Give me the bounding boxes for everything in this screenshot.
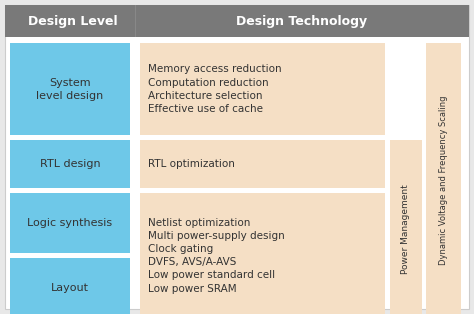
Text: System
level design: System level design: [36, 78, 104, 101]
Bar: [10, 258, 130, 314]
Text: RTL design: RTL design: [40, 159, 100, 169]
Bar: [390, 140, 422, 314]
Bar: [135, 5, 137, 37]
Bar: [140, 43, 385, 135]
Text: Power Management: Power Management: [401, 184, 410, 274]
Bar: [426, 43, 461, 314]
Text: Logic synthesis: Logic synthesis: [27, 218, 112, 228]
Text: Memory access reduction
Computation reduction
Architecture selection
Effective u: Memory access reduction Computation redu…: [148, 64, 282, 114]
Text: Netlist optimization
Multi power-supply design
Clock gating
DVFS, AVS/A-AVS
Low : Netlist optimization Multi power-supply …: [148, 218, 285, 294]
Text: Dynamic Voltage and Frequency Scaling: Dynamic Voltage and Frequency Scaling: [439, 96, 448, 265]
Bar: [10, 193, 130, 253]
Bar: [10, 140, 130, 188]
Bar: [140, 193, 385, 314]
Text: Design Technology: Design Technology: [237, 14, 367, 28]
Bar: [5, 5, 469, 37]
Text: Layout: Layout: [51, 283, 89, 293]
Text: RTL optimization: RTL optimization: [148, 159, 235, 169]
Bar: [140, 140, 385, 188]
Bar: [10, 43, 130, 135]
Text: Design Level: Design Level: [27, 14, 117, 28]
